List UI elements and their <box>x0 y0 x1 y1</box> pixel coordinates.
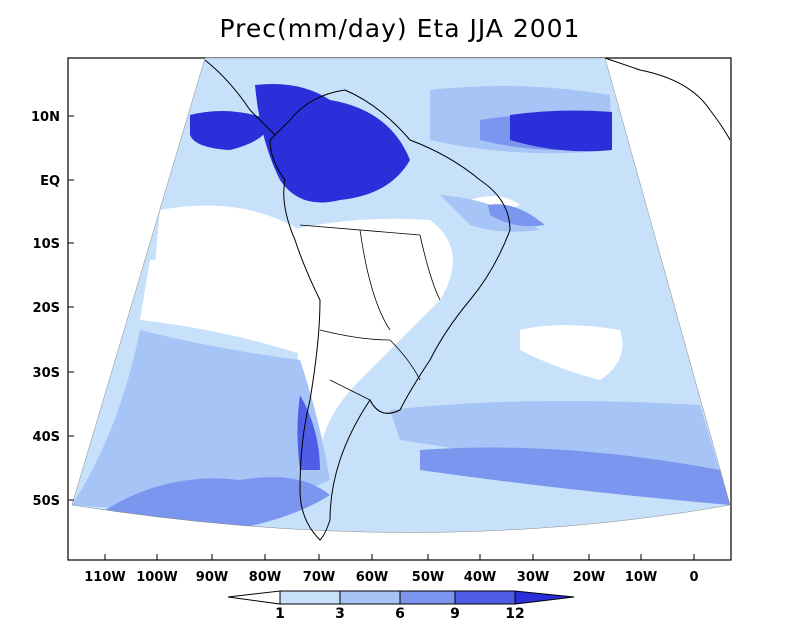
precip-12-atlantic-itcz <box>510 110 612 152</box>
y-tick-label: EQ <box>40 174 60 189</box>
x-tick-label: 30W <box>517 570 549 585</box>
y-tick-label: 20S <box>33 301 60 316</box>
x-tick-label: 90W <box>196 570 228 585</box>
x-tick-label: 70W <box>303 570 335 585</box>
colorbar-label: 1 <box>275 606 285 618</box>
map-title: Prec(mm/day) Eta JJA 2001 <box>219 14 581 43</box>
colorbar-segment <box>454 590 516 605</box>
x-tick-label: 0 <box>689 570 698 585</box>
precip-6-9-south-atlantic <box>420 447 730 505</box>
south-america-coastline <box>269 89 511 541</box>
x-tick-label: 50W <box>412 570 444 585</box>
y-axis: 10N EQ 10S 20S 30S 40S 50S <box>31 110 74 509</box>
y-tick-label: 10N <box>31 110 60 125</box>
dry-continent <box>290 218 453 470</box>
x-tick-label: 80W <box>249 570 281 585</box>
x-tick-label: 100W <box>136 570 177 585</box>
colorbar-label: 6 <box>395 606 405 618</box>
africa-coastline <box>604 57 731 141</box>
x-tick-label: 20W <box>573 570 605 585</box>
dry-atlantic-patch <box>520 325 623 380</box>
colorbar-upper-extension <box>514 590 575 605</box>
y-tick-label: 10S <box>33 237 60 252</box>
central-america-coastline <box>204 59 276 136</box>
colorbar: 1 3 6 9 12 <box>227 590 575 618</box>
colorbar-segment <box>339 590 401 605</box>
x-tick-label: 110W <box>84 570 125 585</box>
y-tick-label: 30S <box>33 366 60 381</box>
colorbar-segment <box>399 590 456 605</box>
x-tick-label: 40W <box>464 570 496 585</box>
precip-3-6-south-pacific <box>72 330 330 510</box>
x-tick-label: 60W <box>356 570 388 585</box>
domain-outline <box>71 57 731 533</box>
colorbar-label: 12 <box>505 606 524 618</box>
y-tick-label: 40S <box>33 430 60 445</box>
dry-pacific-south <box>140 258 330 360</box>
x-tick-label: 10W <box>625 570 657 585</box>
colorbar-label: 9 <box>450 606 460 618</box>
y-tick-label: 50S <box>33 494 60 509</box>
precip-12-pacific-itcz <box>190 111 270 150</box>
colorbar-lower-extension <box>227 590 281 605</box>
precip-12-amazon-north <box>255 84 410 203</box>
precip-6-9-coast <box>488 204 545 227</box>
country-borders <box>299 224 441 401</box>
x-axis: 110W 100W 90W 80W 70W 60W 50W 40W 30W 20W 10W 0 <box>84 554 699 585</box>
precip-9-12-chile <box>297 395 320 470</box>
colorbar-label: 3 <box>335 606 345 618</box>
colorbar-segment <box>279 590 341 605</box>
